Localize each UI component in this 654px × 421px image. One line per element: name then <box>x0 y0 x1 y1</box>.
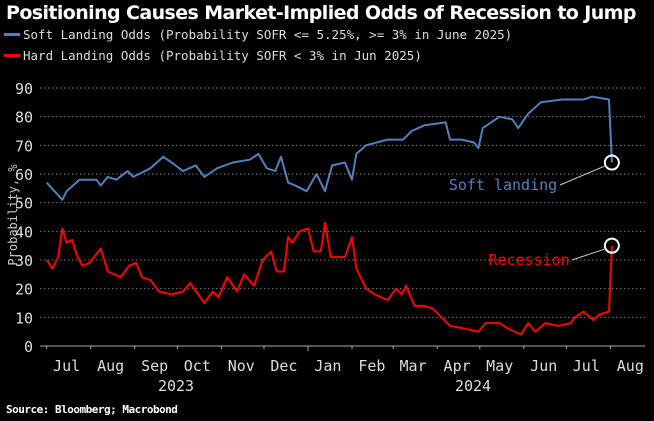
y-axis-label: Probability, % <box>6 164 20 266</box>
x-tick-label: Aug <box>97 357 124 375</box>
x-tick-label: Jul <box>53 357 80 375</box>
x-tick-label: Jul <box>573 357 600 375</box>
x-tick-label: Oct <box>184 357 211 375</box>
series-line-hard-landing <box>45 221 613 336</box>
y-tick-label: 0 <box>24 338 33 356</box>
series-line-soft-landing <box>45 95 613 201</box>
y-tick-label: 30 <box>15 252 33 270</box>
x-tick-label: Feb <box>358 357 385 375</box>
y-tick-label: 10 <box>15 309 33 327</box>
x-tick-label: Sep <box>141 357 168 375</box>
year-label: 2023 <box>158 377 194 395</box>
x-tick-label: Dec <box>270 357 297 375</box>
chart-title: Positioning Causes Market-Implied Odds o… <box>6 2 636 24</box>
annotation-label: Soft landing <box>449 176 557 194</box>
legend-swatch-hard <box>4 54 20 57</box>
endpoint-marker <box>603 154 620 171</box>
annotation-label: Recession <box>488 251 569 269</box>
legend-item-hard-landing: Hard Landing Odds (Probability SOFR < 3%… <box>4 48 422 63</box>
source-note: Source: Bloomberg; Macrobond <box>6 403 178 416</box>
y-tick-label: 90 <box>15 80 33 98</box>
x-tick-label: Mar <box>400 357 427 375</box>
y-tick-label: 70 <box>15 137 33 155</box>
y-tick-label: 80 <box>15 109 33 127</box>
annotation-leader <box>571 248 607 261</box>
y-tick-label: 50 <box>15 195 33 213</box>
x-tick-label: Nov <box>228 357 255 375</box>
legend-item-soft-landing: Soft Landing Odds (Probability SOFR <= 5… <box>4 27 512 42</box>
year-label: 2024 <box>455 377 491 395</box>
endpoint-marker <box>603 237 620 254</box>
y-tick-label: 40 <box>15 223 33 241</box>
x-tick-label: Aug <box>617 357 644 375</box>
legend-label-hard: Hard Landing Odds (Probability SOFR < 3%… <box>23 48 422 63</box>
x-tick-label: Jun <box>530 357 557 375</box>
y-tick-label: 60 <box>15 166 33 184</box>
x-tick-label: Jan <box>314 357 341 375</box>
x-tick-label: Apr <box>444 357 471 375</box>
legend-swatch-soft <box>4 33 20 36</box>
legend-label-soft: Soft Landing Odds (Probability SOFR <= 5… <box>23 27 513 42</box>
x-tick-label: May <box>486 357 513 375</box>
annotation-leader <box>559 165 607 186</box>
y-tick-label: 20 <box>15 281 33 299</box>
